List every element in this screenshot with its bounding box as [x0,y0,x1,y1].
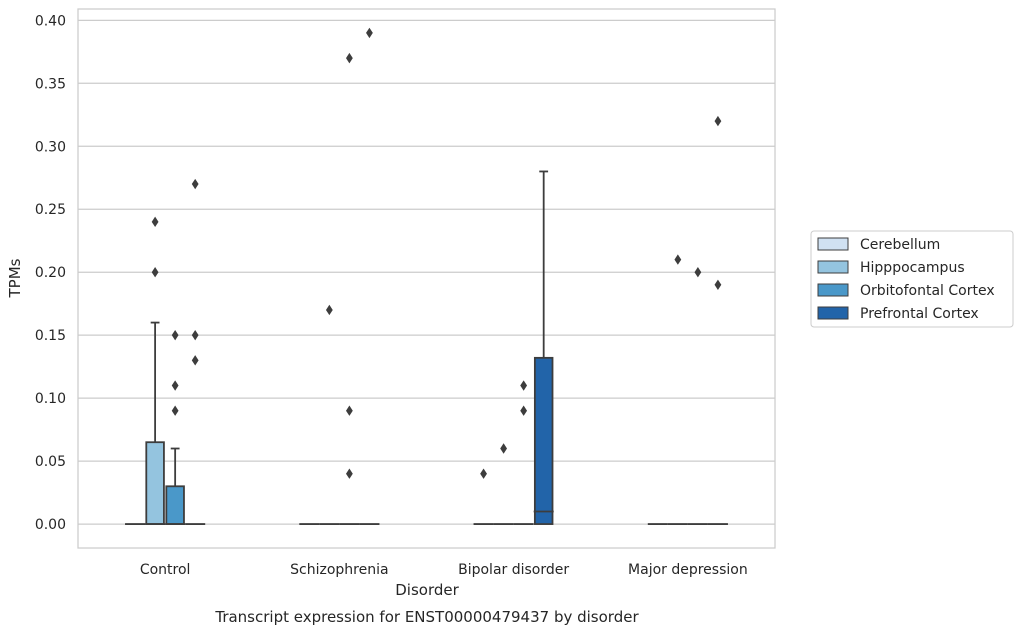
box-element [165,329,186,525]
y-tick-label: 0.10 [35,391,66,407]
box-element [185,178,206,525]
y-tick-labels: 0.00 0.05 0.10 0.15 0.20 0.25 0.30 0.35 0.40 [35,13,66,533]
y-tick-label: 0.35 [35,76,66,92]
box-element [145,216,166,525]
y-tick-label: 0.15 [35,328,66,344]
legend-swatch [817,260,849,274]
outlier-point [171,405,179,416]
legend-item: Prefrontal Cortex [817,306,979,322]
outlier-point [345,405,353,416]
box-element [339,52,360,525]
chart-caption: Transcript expression for ENST0000047943… [214,608,639,626]
x-tick-label: Bipolar disorder [458,562,569,578]
legend-item: Cerebellum [817,237,940,253]
box-group [125,178,206,525]
box-group [473,170,554,525]
box-element [667,254,688,525]
box-element [319,304,340,525]
box-element [533,170,554,525]
box-element [359,27,380,525]
box-element [687,267,708,525]
box-body [165,485,185,525]
y-tick-label: 0.20 [35,265,66,281]
y-tick-label: 0.40 [35,13,66,29]
outlier-point [480,468,487,479]
x-axis-label: Disorder [395,581,459,599]
box-element [473,468,494,525]
box-group [299,27,380,525]
legend-frame [810,230,1014,328]
outlier-point [171,329,179,341]
legend-label: Cerebellum [860,237,940,253]
box-body [533,356,554,525]
outlier-point [500,443,508,454]
outlier-point [345,468,353,479]
legend-label: Orbitofontal Cortex [860,283,995,299]
legend-swatch [817,306,849,320]
x-tick-labels: Control Schizophrenia Bipolar disorder Majo… [140,562,748,578]
outlier-point [520,380,528,391]
plot-frame [77,8,776,549]
x-tick-label: Schizophrenia [290,562,388,578]
legend-swatch [817,237,849,251]
x-tick-label: Control [140,562,191,578]
outlier-point [674,254,682,265]
box-groups [125,27,728,525]
outlier-point [694,267,702,278]
y-tick-label: 0.00 [35,517,66,533]
y-tick-label: 0.30 [35,139,66,155]
outlier-point [191,329,199,341]
box-element [707,115,728,525]
legend-label: Prefrontal Cortex [860,306,979,322]
x-tick-label: Major depression [628,562,748,578]
legend-item: Orbitofontal Cortex [817,283,995,299]
legend-label: Hipppocampus [860,260,965,276]
outlier-point [714,115,722,127]
outlier-point [191,355,199,366]
outlier-point [171,380,179,391]
outlier-point [714,279,722,290]
box-group [647,115,728,525]
legend: Cerebellum Hipppocampus Orbitofontal Corte… [810,230,1014,328]
legend-item: Hipppocampus [817,260,965,276]
box-element [513,380,534,525]
outlier-point [151,216,159,228]
legend-swatch [817,283,849,297]
outlier-point [345,52,353,64]
y-tick-label: 0.05 [35,454,66,470]
outlier-point [191,178,199,190]
outlier-point [325,304,333,316]
outlier-point [520,405,528,416]
box-element [493,443,514,525]
y-tick-label: 0.25 [35,202,66,218]
outlier-point [151,267,159,278]
y-axis-label: TPMs [6,258,24,298]
box-body [145,441,165,525]
outlier-point [366,27,373,39]
